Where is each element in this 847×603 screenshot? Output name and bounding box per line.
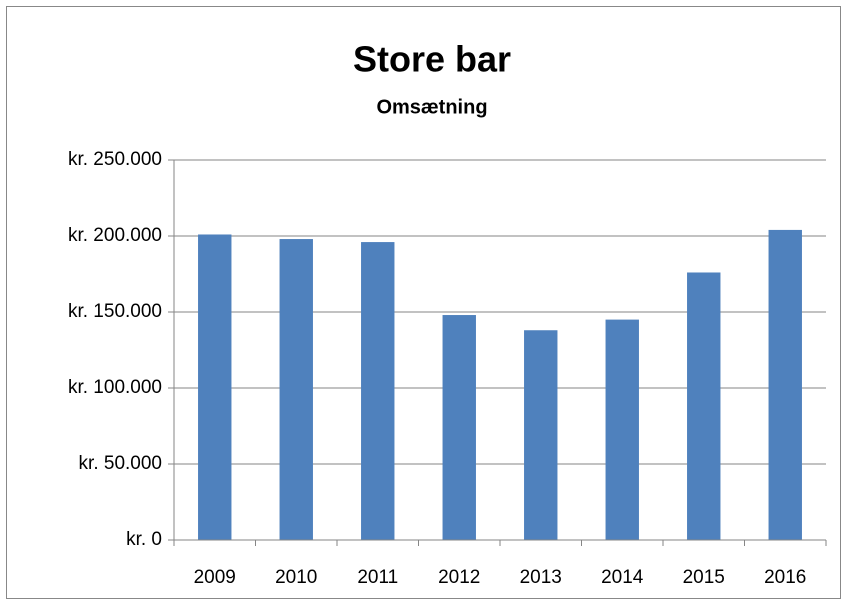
y-tick-label: kr. 50.000	[79, 453, 162, 474]
x-tick-label: 2016	[764, 567, 806, 588]
x-tick-label: 2011	[357, 567, 398, 588]
bar	[687, 272, 721, 540]
chart-title: Store bar	[353, 39, 511, 80]
bar	[524, 330, 558, 540]
x-tick-label: 2012	[438, 567, 480, 588]
bar	[361, 242, 395, 540]
y-tick-label: kr. 200.000	[68, 225, 162, 246]
bar	[605, 319, 639, 540]
y-tick-label: kr. 0	[126, 529, 162, 550]
bar	[198, 234, 232, 541]
bar	[442, 315, 476, 540]
x-tick-label: 2014	[601, 567, 644, 588]
y-tick-label: kr. 100.000	[68, 377, 162, 398]
x-tick-label: 2010	[275, 567, 317, 588]
y-tick-label: kr. 250.000	[68, 149, 162, 170]
bar	[768, 229, 802, 541]
y-tick-label: kr. 150.000	[68, 301, 162, 322]
x-tick-label: 2009	[194, 567, 236, 588]
x-tick-label: 2013	[520, 567, 562, 588]
chart-subtitle: Omsætning	[376, 96, 487, 118]
x-tick-label: 2015	[683, 567, 725, 588]
bar	[279, 239, 313, 541]
